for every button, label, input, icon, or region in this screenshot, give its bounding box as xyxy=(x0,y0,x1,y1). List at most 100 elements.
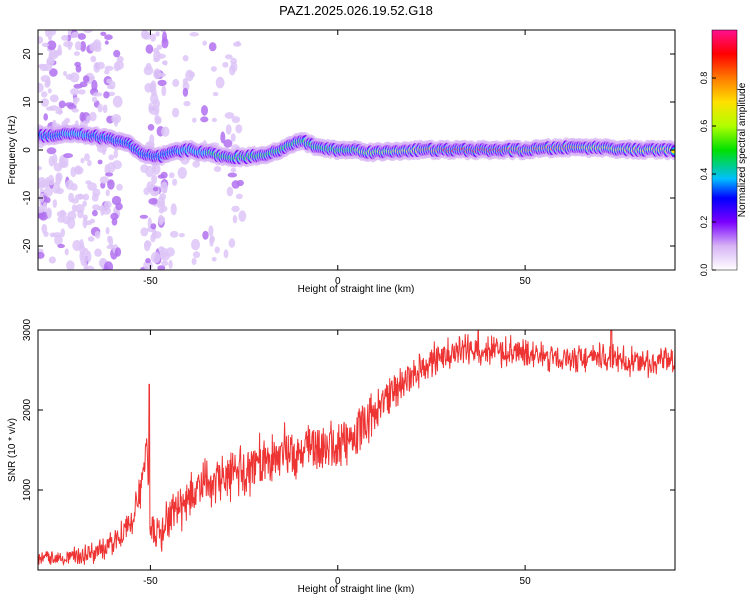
heatmap-noise-blob xyxy=(228,238,236,248)
heatmap-noise-blob xyxy=(106,78,113,84)
heatmap-noise-blob xyxy=(104,40,109,45)
heatmap-noise-blob xyxy=(97,159,103,165)
heatmap-noise-blob xyxy=(231,205,240,213)
heatmap-noise-blob xyxy=(208,42,217,52)
heatmap-noise-blob xyxy=(148,102,153,114)
snr-x-tick-label: 50 xyxy=(520,576,532,587)
colorbar-gradient xyxy=(711,29,738,271)
heatmap-y-axis-label: Frequency (Hz) xyxy=(7,116,18,185)
heatmap-noise-blob xyxy=(140,164,149,173)
heatmap-noise-blob xyxy=(152,186,159,192)
colorbar: 0.0 0.2 0.4 0.6 0.8 Normalized spectral ampl… xyxy=(699,29,748,276)
heatmap-noise-blob xyxy=(99,176,109,184)
heatmap-noise-blob xyxy=(161,126,170,137)
heatmap-noise-blob xyxy=(43,187,53,197)
heatmap-noise-blob xyxy=(38,211,49,221)
heatmap-noise-blob xyxy=(38,177,47,188)
heatmap-noise-blob xyxy=(230,57,238,65)
heatmap-noise-blob xyxy=(172,178,178,186)
heatmap-noise-blob xyxy=(223,249,229,259)
heatmap-noise-blob xyxy=(42,201,48,213)
heatmap-noise-blob xyxy=(172,107,180,118)
heatmap-noise-blob xyxy=(169,230,179,238)
snr-y-ticks: 1000 2000 3000 xyxy=(22,318,675,501)
heatmap-noise-blob xyxy=(111,218,118,226)
heatmap-noise-blob xyxy=(140,30,149,39)
heatmap-noise-blob xyxy=(105,172,114,177)
heatmap-noise-blob xyxy=(105,227,110,235)
heatmap-noise-blob xyxy=(87,159,92,167)
heatmap-noise-blob xyxy=(139,214,149,219)
heatmap-noise-blob xyxy=(52,181,61,194)
heatmap-noise-blob xyxy=(74,193,85,200)
heatmap-noise-blob xyxy=(202,40,207,46)
heatmap-noise-blob xyxy=(58,100,66,109)
heatmap-noise-blob xyxy=(65,73,74,80)
heatmap-noise-blob xyxy=(152,227,157,239)
heatmap-noise-blob xyxy=(74,165,82,174)
heatmap-noise-blob xyxy=(211,256,217,262)
heatmap-noise-blob xyxy=(92,204,101,211)
figure-title: PAZ1.2025.026.19.52.G18 xyxy=(279,3,433,18)
heatmap-noise-blob xyxy=(111,195,122,206)
heatmap-noise-blob xyxy=(154,117,161,125)
heatmap-noise-blob xyxy=(49,94,59,103)
heatmap-noise-blob xyxy=(114,247,122,257)
heatmap-noise-blob xyxy=(64,248,69,256)
heatmap-noise-blob xyxy=(92,209,98,217)
heatmap-noise-blob xyxy=(48,256,57,264)
heatmap-noise-blob xyxy=(160,251,170,261)
heatmap-noise-blob xyxy=(41,91,48,98)
heatmap-noise-blob xyxy=(90,55,97,63)
heatmap-noise-blob xyxy=(157,79,167,87)
heatmap-noise-blob xyxy=(71,31,80,38)
heatmap-noise-blob xyxy=(182,87,189,97)
heatmap-noise-blob xyxy=(192,117,197,123)
snr-series-line xyxy=(38,330,675,566)
heatmap-noise-blob xyxy=(107,179,115,190)
heatmap-noise-blob xyxy=(214,246,220,254)
heatmap-noise-blob xyxy=(148,198,158,205)
heatmap-noise-blob xyxy=(161,85,167,97)
heatmap-marks xyxy=(38,30,675,270)
snr-y-axis-label: SNR (10 * v/v) xyxy=(7,418,18,482)
heatmap-y-tick-label: 0 xyxy=(22,147,33,153)
heatmap-noise-blob xyxy=(93,62,101,73)
heatmap-noise-blob xyxy=(103,91,110,99)
heatmap-noise-blob xyxy=(149,134,155,145)
heatmap-noise-blob xyxy=(140,227,149,237)
heatmap-noise-blob xyxy=(58,161,69,168)
heatmap-noise-blob xyxy=(225,124,232,135)
heatmap-noise-blob xyxy=(46,147,57,155)
heatmap-noise-blob xyxy=(48,155,55,167)
heatmap-noise-blob xyxy=(84,220,93,226)
heatmap-noise-blob xyxy=(169,172,175,179)
heatmap-noise-blob xyxy=(189,32,199,37)
heatmap-noise-blob xyxy=(153,57,159,63)
heatmap-noise-blob xyxy=(100,204,105,216)
heatmap-noise-blob xyxy=(226,186,234,197)
heatmap-noise-blob xyxy=(158,246,165,254)
heatmap-noise-blob xyxy=(112,95,123,108)
heatmap-noise-blob xyxy=(116,183,123,191)
heatmap-noise-blob xyxy=(212,91,219,97)
heatmap-noise-blob xyxy=(94,230,101,239)
heatmap-noise-blob xyxy=(78,89,86,95)
heatmap-noise-blob xyxy=(47,174,55,186)
heatmap-noise-blob xyxy=(155,31,160,37)
heatmap-noise-blob xyxy=(236,179,244,187)
heatmap-noise-blob xyxy=(47,30,53,41)
heatmap-noise-blob xyxy=(178,233,185,238)
heatmap-noise-blob xyxy=(191,257,197,265)
heatmap-noise-blob xyxy=(57,215,65,223)
heatmap-y-tick-label: 10 xyxy=(22,96,33,108)
heatmap-noise-blob xyxy=(209,235,215,244)
heatmap-noise-blob xyxy=(65,179,74,190)
heatmap-noise-blob xyxy=(236,40,241,47)
heatmap-noise-blob xyxy=(63,153,73,159)
heatmap-y-tick-label: 20 xyxy=(22,48,33,60)
heatmap-noise-blob xyxy=(232,215,238,224)
colorbar-tick-label: 0.2 xyxy=(699,216,709,229)
heatmap-noise-blob xyxy=(110,212,119,220)
